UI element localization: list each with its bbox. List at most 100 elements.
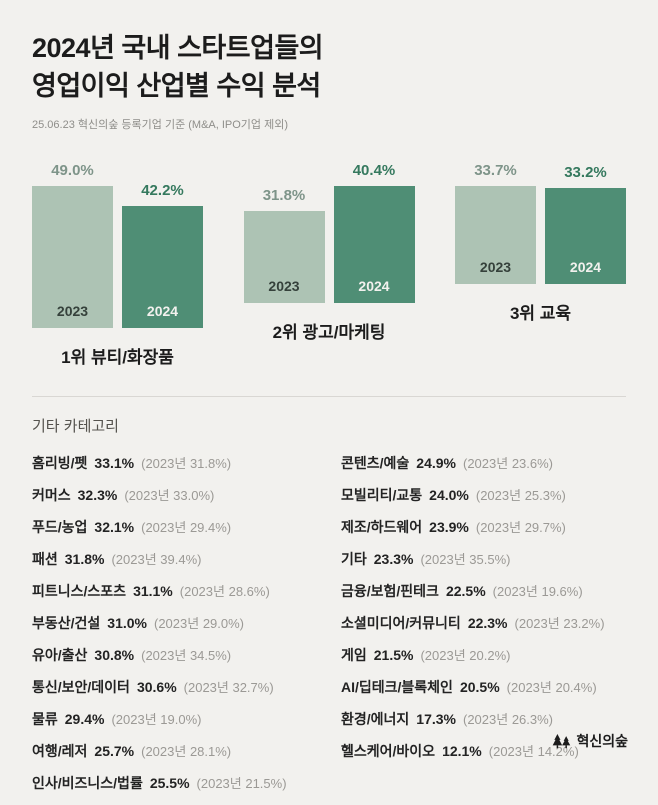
category-name: 홈리빙/펫 bbox=[32, 454, 88, 471]
category-prev-year-value: (2023년 28.1%) bbox=[141, 743, 232, 759]
forest-logo-icon bbox=[552, 733, 572, 750]
category-name: 콘텐츠/예술 bbox=[341, 454, 410, 471]
category-name: 헬스케어/바이오 bbox=[341, 742, 436, 759]
category-name: 소셜미디어/커뮤니티 bbox=[341, 614, 461, 631]
category-row: 환경/에너지 17.3% (2023년 26.3%) bbox=[341, 709, 626, 729]
bar-wrap-2024: 40.4% 2024 bbox=[333, 161, 415, 303]
category-name: 환경/에너지 bbox=[341, 710, 410, 727]
header: 2024년 국내 스타트업들의 영업이익 산업별 수익 분석 25.06.23 … bbox=[32, 30, 626, 132]
category-prev-year-value: (2023년 20.4%) bbox=[506, 679, 597, 695]
category-value: 23.3% bbox=[373, 550, 414, 567]
bar-value-label: 31.8% bbox=[262, 186, 306, 204]
category-value: 25.7% bbox=[94, 742, 135, 759]
category-prev-year-value: (2023년 39.4%) bbox=[111, 551, 202, 567]
group-rank-label: 2위 광고/마케팅 bbox=[272, 322, 386, 342]
category-value: 32.1% bbox=[94, 518, 135, 535]
category-row: 커머스 32.3% (2023년 33.0%) bbox=[32, 485, 317, 505]
bar-year-label: 2023 bbox=[479, 258, 512, 275]
bar-pair: 31.8% 2023 40.4% 2024 bbox=[243, 161, 415, 303]
category-name: 금융/보험/핀테크 bbox=[341, 582, 439, 599]
category-value: 17.3% bbox=[416, 710, 456, 727]
bar-chart: 49.0% 2023 42.2% 2024 1위 뷰티/화장품 31.8% bbox=[32, 162, 626, 368]
group-rank-label: 1위 뷰티/화장품 bbox=[61, 347, 174, 367]
category-row: 유아/출산 30.8% (2023년 34.5%) bbox=[32, 645, 317, 665]
category-name: 패션 bbox=[32, 550, 58, 567]
category-name: 유아/출산 bbox=[32, 646, 88, 663]
category-prev-year-value: (2023년 23.2%) bbox=[514, 615, 605, 631]
category-row: 기타 23.3% (2023년 35.5%) bbox=[341, 549, 626, 569]
category-row: 콘텐츠/예술 24.9% (2023년 23.6%) bbox=[341, 453, 626, 473]
bar-value-label: 33.7% bbox=[474, 161, 517, 179]
category-prev-year-value: (2023년 25.3%) bbox=[475, 487, 566, 503]
category-row: 피트니스/스포츠 31.1% (2023년 28.6%) bbox=[32, 581, 317, 601]
category-prev-year-value: (2023년 19.0%) bbox=[111, 711, 202, 727]
bar-2024: 2024 bbox=[333, 185, 415, 303]
category-columns: 홈리빙/펫 33.1% (2023년 31.8%) 커머스 32.3% (202… bbox=[32, 453, 626, 805]
category-prev-year-value: (2023년 20.2%) bbox=[420, 647, 511, 663]
category-name: 기타 bbox=[341, 550, 367, 567]
category-prev-year-value: (2023년 34.5%) bbox=[141, 647, 232, 663]
category-list-right: 콘텐츠/예술 24.9% (2023년 23.6%) 모빌리티/교통 24.0%… bbox=[341, 453, 626, 805]
bar-year-label: 2024 bbox=[146, 302, 179, 319]
category-prev-year-value: (2023년 33.0%) bbox=[124, 487, 215, 503]
bar-value-label: 49.0% bbox=[51, 161, 94, 179]
bar-wrap-2024: 42.2% 2024 bbox=[122, 182, 203, 328]
category-name: 물류 bbox=[32, 710, 58, 727]
chart-group-advertising: 31.8% 2023 40.4% 2024 2위 광고/마케팅 bbox=[243, 161, 415, 368]
bar-year-label: 2024 bbox=[569, 258, 602, 275]
bar-2024: 2024 bbox=[122, 205, 203, 328]
category-name: 부동산/건설 bbox=[32, 614, 101, 631]
brand-name: 혁신의숲 bbox=[576, 733, 628, 749]
bar-year-label: 2024 bbox=[358, 277, 390, 294]
category-value: 31.0% bbox=[107, 614, 147, 631]
bar-2023: 2023 bbox=[243, 210, 325, 303]
bar-2024: 2024 bbox=[545, 187, 626, 284]
chart-group-education: 33.7% 2023 33.2% 2024 3위 교육 bbox=[455, 162, 626, 368]
category-row: 모빌리티/교통 24.0% (2023년 25.3%) bbox=[341, 485, 626, 505]
category-row: 물류 29.4% (2023년 19.0%) bbox=[32, 709, 317, 729]
category-prev-year-value: (2023년 19.6%) bbox=[492, 583, 583, 599]
category-name: AI/딥테크/블록체인 bbox=[341, 678, 453, 695]
category-value: 22.3% bbox=[467, 614, 508, 631]
chart-group-beauty: 49.0% 2023 42.2% 2024 1위 뷰티/화장품 bbox=[32, 162, 203, 368]
category-row: 부동산/건설 31.0% (2023년 29.0%) bbox=[32, 613, 317, 633]
category-row: 소셜미디어/커뮤니티 22.3% (2023년 23.2%) bbox=[341, 613, 626, 633]
category-row: 금융/보험/핀테크 22.5% (2023년 19.6%) bbox=[341, 581, 626, 601]
section-divider bbox=[32, 395, 626, 397]
category-row: 통신/보안/데이터 30.6% (2023년 32.7%) bbox=[32, 677, 317, 697]
category-value: 32.3% bbox=[77, 486, 118, 503]
category-value: 23.9% bbox=[429, 518, 469, 535]
category-value: 20.5% bbox=[459, 678, 500, 695]
category-prev-year-value: (2023년 23.6%) bbox=[463, 455, 554, 471]
category-row: AI/딥테크/블록체인 20.5% (2023년 20.4%) bbox=[341, 677, 626, 697]
bar-year-label: 2023 bbox=[268, 277, 300, 294]
category-name: 피트니스/스포츠 bbox=[32, 582, 127, 599]
bar-wrap-2023: 49.0% 2023 bbox=[32, 162, 113, 328]
category-row: 헬스케어/바이오 12.1% (2023년 14.2%) bbox=[341, 741, 626, 761]
category-prev-year-value: (2023년 21.5%) bbox=[196, 775, 287, 791]
category-value: 30.8% bbox=[94, 646, 135, 663]
category-value: 31.1% bbox=[133, 582, 173, 599]
bar-wrap-2024: 33.2% 2024 bbox=[545, 164, 626, 284]
bar-wrap-2023: 33.7% 2023 bbox=[455, 162, 536, 284]
bar-wrap-2023: 31.8% 2023 bbox=[243, 186, 325, 303]
category-name: 게임 bbox=[341, 646, 367, 663]
other-categories-section: 기타 카테고리 홈리빙/펫 33.1% (2023년 31.8%) 커머스 32… bbox=[32, 415, 626, 805]
source-note: 25.06.23 혁신의숲 등록기업 기준 (M&A, IPO기업 제외) bbox=[32, 118, 289, 131]
bar-value-label: 40.4% bbox=[352, 161, 396, 179]
category-name: 모빌리티/교통 bbox=[341, 486, 423, 503]
category-name: 푸드/농업 bbox=[32, 518, 88, 535]
category-value: 12.1% bbox=[442, 742, 482, 759]
bar-value-label: 42.2% bbox=[141, 181, 184, 199]
bar-pair: 33.7% 2023 33.2% 2024 bbox=[455, 162, 626, 284]
title-line-2: 영업이익 산업별 수익 분석 bbox=[32, 70, 321, 101]
other-categories-heading: 기타 카테고리 bbox=[32, 417, 119, 435]
category-row: 여행/레저 25.7% (2023년 28.1%) bbox=[32, 741, 317, 761]
footer-brand: 혁신의숲 bbox=[552, 731, 628, 751]
category-prev-year-value: (2023년 14.2%) bbox=[488, 743, 579, 759]
category-name: 여행/레저 bbox=[32, 742, 88, 759]
category-name: 커머스 bbox=[32, 486, 71, 503]
category-prev-year-value: (2023년 35.5%) bbox=[420, 551, 511, 567]
category-row: 홈리빙/펫 33.1% (2023년 31.8%) bbox=[32, 453, 317, 473]
group-rank-label: 3위 교육 bbox=[509, 303, 572, 323]
